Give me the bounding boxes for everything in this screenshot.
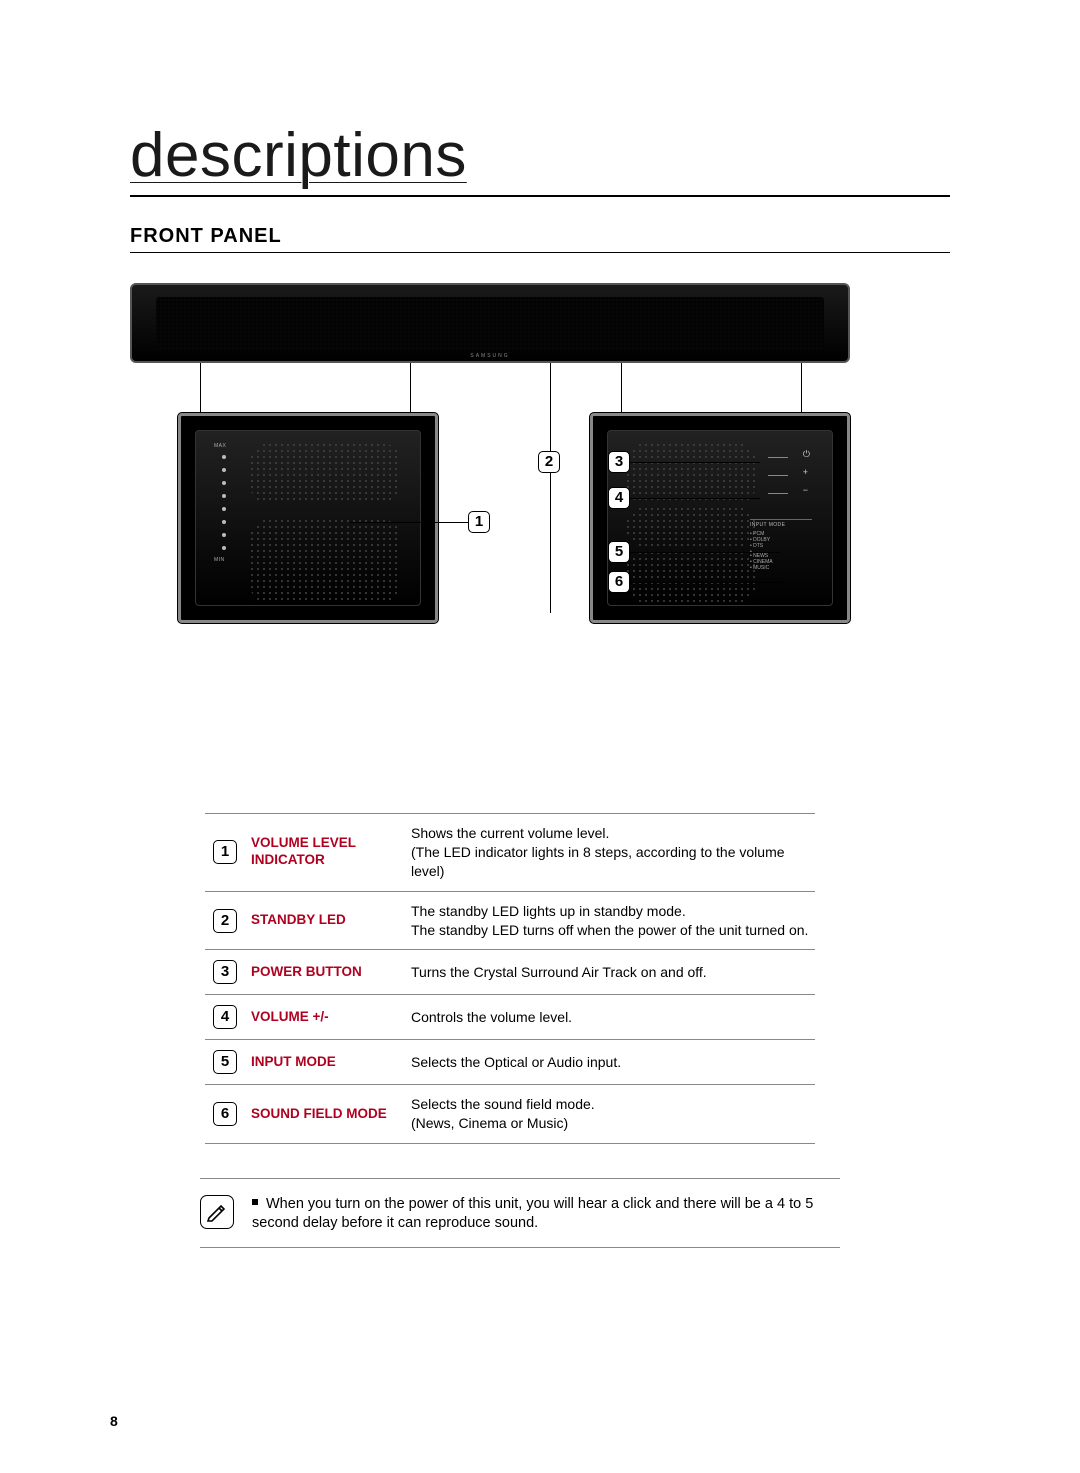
table-row: 1 VOLUME LEVEL INDICATORShows the current…	[205, 814, 815, 892]
table-row: 2 STANDBY LEDThe standby LED lights up in…	[205, 891, 815, 950]
plus-icon: +	[803, 467, 808, 477]
number-badge: 2	[213, 909, 237, 933]
row-name: STANDBY LED	[245, 891, 405, 950]
row-number: 5	[205, 1040, 245, 1085]
number-badge: 1	[213, 840, 237, 864]
note-block: When you turn on the power of this unit,…	[200, 1178, 840, 1248]
callout-1: 1	[468, 511, 490, 533]
row-description: Controls the volume level.	[405, 995, 815, 1040]
row-description: Turns the Crystal Surround Air Track on …	[405, 950, 815, 995]
section-heading: FRONT PANEL	[130, 225, 950, 253]
row-number: 4	[205, 995, 245, 1040]
minus-icon: −	[803, 485, 808, 495]
connector-line	[200, 363, 201, 413]
row-number: 1	[205, 814, 245, 892]
number-badge: 3	[213, 960, 237, 984]
input-mode-labels: INPUT MODE PCM DOLBY DTS NEWS CINEMA MUS…	[750, 519, 812, 571]
note-content: When you turn on the power of this unit,…	[252, 1196, 813, 1231]
row-number: 6	[205, 1085, 245, 1144]
leader-line	[630, 462, 760, 463]
input-mode-header: INPUT MODE	[750, 519, 812, 528]
row-number: 3	[205, 950, 245, 995]
number-badge: 5	[213, 1050, 237, 1074]
callout-2: 2	[538, 451, 560, 473]
connector-line	[550, 363, 551, 613]
brand-label: SAMSUNG	[470, 353, 509, 359]
vol-max-label: MAX	[214, 443, 226, 449]
leader-line	[630, 552, 780, 553]
front-panel-diagram: SAMSUNG MAX MIN ⏻ + −	[130, 283, 850, 643]
speaker-grill-icon	[250, 443, 400, 503]
side-controls: ⏻ + −	[768, 449, 808, 503]
zoom-left-panel: MAX MIN	[178, 413, 438, 623]
soundbar-image: SAMSUNG	[130, 283, 850, 363]
connector-line	[410, 363, 411, 413]
row-description: Shows the current volume level.(The LED …	[405, 814, 815, 892]
speaker-grill-icon	[626, 551, 756, 603]
callout-4: 4	[608, 487, 630, 509]
speaker-grill-icon	[626, 443, 756, 503]
table-row: 4 VOLUME +/-Controls the volume level.	[205, 995, 815, 1040]
zoom-right-panel: ⏻ + − INPUT MODE PCM DOLBY DTS NEWS CINE…	[590, 413, 850, 623]
row-name: VOLUME LEVEL INDICATOR	[245, 814, 405, 892]
number-badge: 6	[213, 1102, 237, 1126]
row-number: 2	[205, 891, 245, 950]
row-name: INPUT MODE	[245, 1040, 405, 1085]
leader-line	[630, 498, 760, 499]
connector-line	[801, 363, 802, 413]
number-badge: 4	[213, 1005, 237, 1029]
callout-6: 6	[608, 571, 630, 593]
row-description: Selects the sound field mode.(News, Cine…	[405, 1085, 815, 1144]
table-row: 6 SOUND FIELD MODESelects the sound field…	[205, 1085, 815, 1144]
table-row: 5 INPUT MODESelects the Optical or Audio …	[205, 1040, 815, 1085]
row-name: POWER BUTTON	[245, 950, 405, 995]
leader-line	[630, 582, 780, 583]
page-title: descriptions	[130, 120, 950, 197]
connector-line	[621, 363, 622, 413]
descriptions-table: 1 VOLUME LEVEL INDICATORShows the current…	[205, 813, 815, 1144]
row-description: The standby LED lights up in standby mod…	[405, 891, 815, 950]
table-row: 3 POWER BUTTONTurns the Crystal Surround …	[205, 950, 815, 995]
callout-5: 5	[608, 541, 630, 563]
row-name: VOLUME +/-	[245, 995, 405, 1040]
bullet-icon	[252, 1199, 258, 1205]
speaker-grill-icon	[250, 519, 400, 603]
speaker-grill-icon	[626, 507, 756, 547]
note-icon	[200, 1195, 234, 1229]
page-number: 8	[110, 1413, 118, 1429]
row-description: Selects the Optical or Audio input.	[405, 1040, 815, 1085]
volume-level-dots	[222, 455, 226, 550]
callout-3: 3	[608, 451, 630, 473]
soundfield-label: MUSIC	[750, 565, 812, 571]
row-name: SOUND FIELD MODE	[245, 1085, 405, 1144]
leader-line	[350, 522, 468, 523]
vol-min-label: MIN	[214, 557, 225, 563]
power-icon: ⏻	[803, 449, 810, 460]
note-text: When you turn on the power of this unit,…	[252, 1195, 840, 1233]
